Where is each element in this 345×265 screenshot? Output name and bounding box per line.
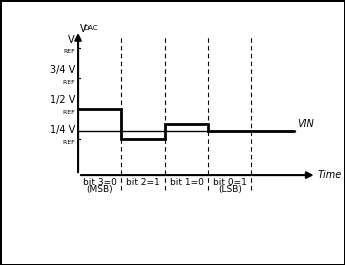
Text: REF: REF — [49, 140, 75, 145]
Text: bit 1=0: bit 1=0 — [169, 178, 204, 187]
Text: (LSB): (LSB) — [218, 185, 242, 194]
Text: bit 3=0: bit 3=0 — [83, 178, 117, 187]
Text: REF: REF — [49, 110, 75, 115]
Text: Time: Time — [317, 170, 342, 180]
Text: 1/2 V: 1/2 V — [50, 95, 75, 105]
Text: VIN: VIN — [297, 119, 314, 129]
Text: bit 2=1: bit 2=1 — [126, 178, 160, 187]
Text: REF: REF — [49, 80, 75, 85]
Text: V: V — [80, 24, 87, 34]
Text: 3/4 V: 3/4 V — [50, 65, 75, 75]
Text: (MSB): (MSB) — [87, 185, 113, 194]
Text: REF: REF — [63, 50, 75, 54]
Text: bit 0=1: bit 0=1 — [213, 178, 247, 187]
Text: 1/4 V: 1/4 V — [50, 125, 75, 135]
Text: V: V — [68, 35, 75, 45]
Text: DAC: DAC — [83, 25, 98, 31]
